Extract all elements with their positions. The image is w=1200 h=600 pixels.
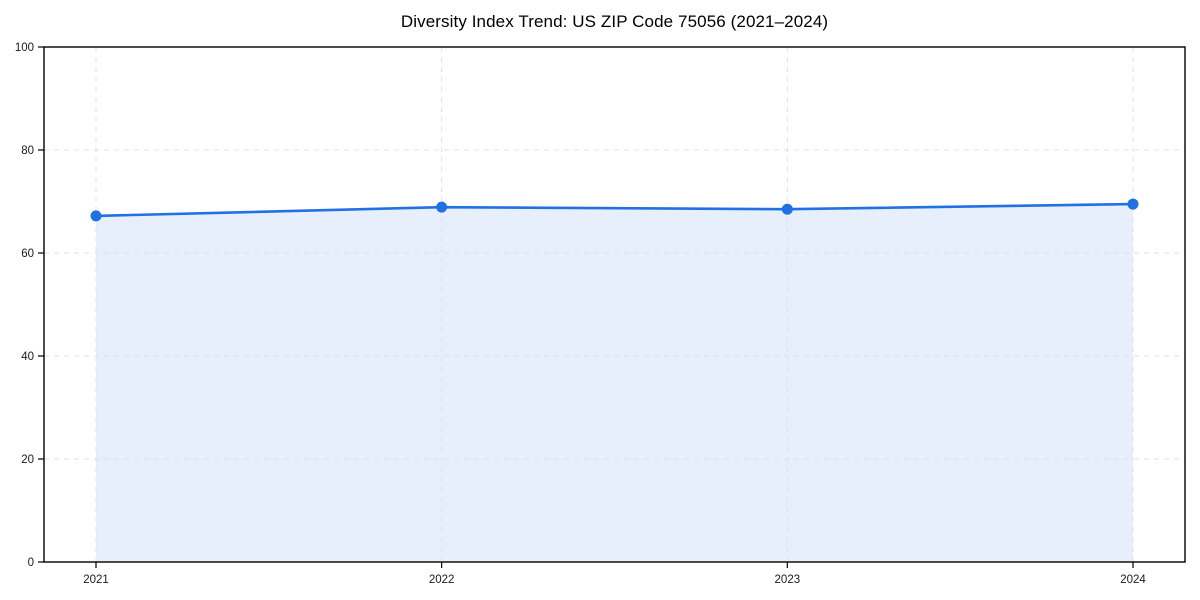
y-tick-label: 100 <box>15 42 34 54</box>
y-tick-label: 40 <box>21 351 34 363</box>
chart-title: Diversity Index Trend: US ZIP Code 75056… <box>400 12 829 31</box>
x-tick-label: 2022 <box>429 574 455 586</box>
plot-border <box>43 46 1186 563</box>
data-point-2024 <box>1127 198 1139 210</box>
x-tick-label: 2024 <box>1120 574 1146 586</box>
y-tick-label: 80 <box>21 145 34 157</box>
y-tick-label: 20 <box>21 454 34 466</box>
y-tick-label: 60 <box>21 248 34 260</box>
y-tick-label: 0 <box>28 557 34 569</box>
area-fill <box>96 204 1133 562</box>
x-tick-label: 2023 <box>775 574 801 586</box>
data-point-2022 <box>436 201 448 213</box>
trend-line <box>94 202 1135 218</box>
data-point-2023 <box>781 203 793 215</box>
data-point-2021 <box>90 210 102 222</box>
x-tick-label: 2021 <box>83 574 109 586</box>
